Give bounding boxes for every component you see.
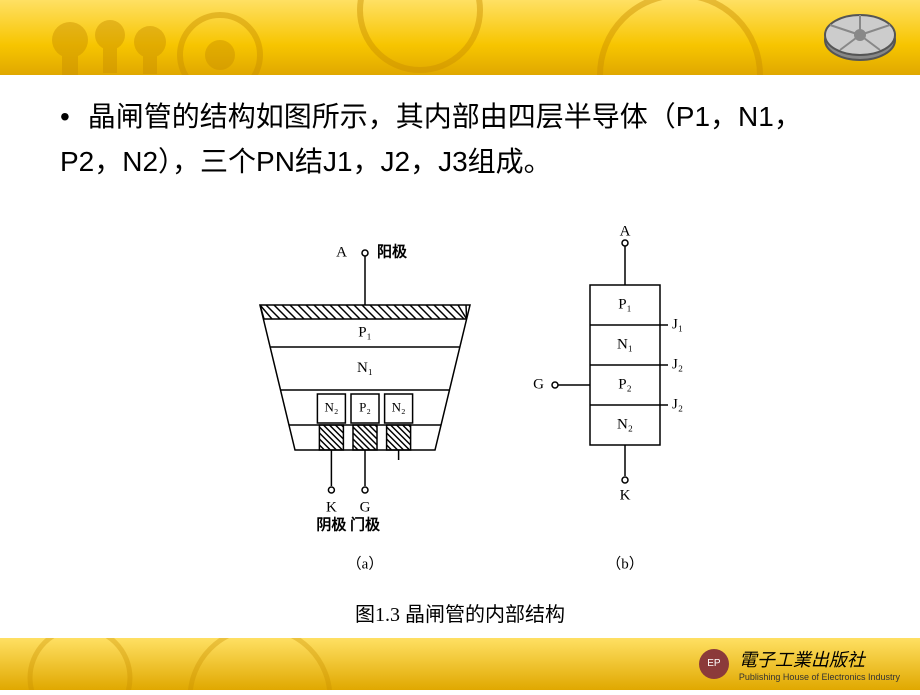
svg-text:J₂: J₂ <box>672 396 683 412</box>
banner-top <box>0 0 920 75</box>
bullet-char: • <box>60 95 80 140</box>
svg-text:N₁: N₁ <box>357 360 373 376</box>
content-area: • 晶闸管的结构如图所示，其内部由四层半导体（P1，N1，P2，N2），三个PN… <box>0 75 920 627</box>
svg-text:K: K <box>620 487 631 503</box>
publisher-cn: 電子工業出版社 <box>739 646 900 672</box>
svg-text:（b）: （b） <box>606 555 644 572</box>
svg-text:N₂: N₂ <box>617 416 633 432</box>
svg-text:A: A <box>620 223 631 239</box>
figure-caption: 图1.3 晶闸管的内部结构 <box>60 598 860 627</box>
svg-text:J₂: J₂ <box>672 356 683 372</box>
svg-text:N₂: N₂ <box>392 399 406 414</box>
figure-svg: P₁ N₁ N₂ P₂ N₂ A 阳极 K G 阴极门极 （a） P₁ N₁ P₂ N₂ J₁ J₂ J₂ A K G （… <box>230 215 690 575</box>
publisher-en: Publishing House of Electronics Industry <box>739 672 900 682</box>
svg-text:门极: 门极 <box>350 515 381 533</box>
svg-text:J₁: J₁ <box>672 316 683 332</box>
svg-text:G: G <box>533 376 544 392</box>
publisher-block: EP 電子工業出版社 Publishing House of Electroni… <box>699 646 900 682</box>
svg-text:N₁: N₁ <box>617 336 633 352</box>
svg-text:P₁: P₁ <box>358 324 372 340</box>
publisher-logo-icon: EP <box>699 649 729 679</box>
banner-top-svg <box>0 0 920 75</box>
main-text: 晶闸管的结构如图所示，其内部由四层半导体（P1，N1，P2，N2），三个PN结J… <box>60 101 802 177</box>
main-bullet-text: • 晶闸管的结构如图所示，其内部由四层半导体（P1，N1，P2，N2），三个PN… <box>60 95 860 185</box>
svg-text:K: K <box>326 499 337 515</box>
svg-text:P₂: P₂ <box>359 399 371 414</box>
publisher-text: 電子工業出版社 Publishing House of Electronics … <box>739 646 900 682</box>
svg-text:P₂: P₂ <box>618 376 632 392</box>
banner-bottom: EP 電子工業出版社 Publishing House of Electroni… <box>0 638 920 690</box>
svg-text:阳极: 阳极 <box>377 242 408 260</box>
svg-text:G: G <box>360 499 371 515</box>
svg-text:P₁: P₁ <box>618 296 632 312</box>
svg-text:阴极: 阴极 <box>316 515 347 533</box>
figure-wrap: P₁ N₁ N₂ P₂ N₂ A 阳极 K G 阴极门极 （a） P₁ N₁ P₂ N₂ J₁ J₂ J₂ A K G （… <box>60 215 860 627</box>
svg-text:N₂: N₂ <box>324 399 338 414</box>
svg-text:A: A <box>336 244 347 260</box>
svg-text:（a）: （a） <box>347 555 384 572</box>
